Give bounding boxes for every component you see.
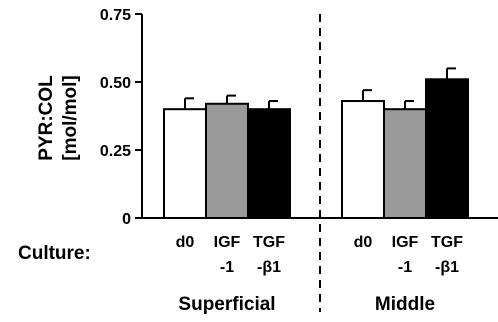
bar-TGF-β1 [425,78,469,219]
category-label: TGF [253,234,285,251]
y-tick-label: 0 [122,211,131,228]
y-axis-label-line1: PYR:COL [36,75,57,161]
plot-area: 0 0.25 0.50 0.75 d0 IGF -1 TGF -β1 Superficial d0 I… [100,7,498,315]
category-label-line2: -β1 [257,259,281,276]
category-label: d0 [176,234,195,251]
y-axis-label: PYR:COL [mol/mol] [36,75,81,161]
y-tick-label: 0.25 [100,143,131,160]
y-axis-label-line2: [mol/mol] [60,75,81,161]
bar-IGF-1 [205,102,249,219]
bar-d0 [163,108,207,219]
group-label: Middle [375,294,435,315]
group-label: Superficial [178,294,275,315]
bar-IGF-1 [383,108,427,219]
culture-row-label: Culture: [18,243,91,264]
bar-d0 [341,100,385,219]
category-label-line2: -1 [220,259,234,276]
y-tick-label: 0.50 [100,75,131,92]
category-label-line2: -β1 [435,259,459,276]
category-label-line2: -1 [398,259,412,276]
category-label: IGF [392,234,419,251]
bar-TGF-β1 [247,108,291,219]
y-tick-label: 0.75 [100,7,131,24]
category-label: IGF [214,234,241,251]
category-label: TGF [431,234,463,251]
category-label: d0 [354,234,373,251]
